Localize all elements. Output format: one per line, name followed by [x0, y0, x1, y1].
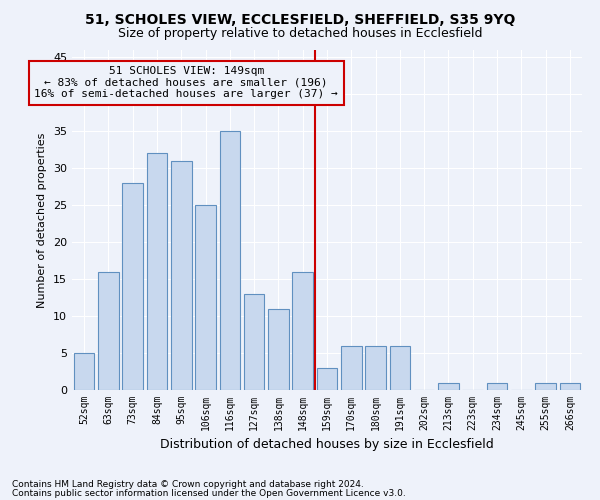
Bar	[74, 353, 94, 390]
Bar	[220, 132, 240, 390]
Text: Contains public sector information licensed under the Open Government Licence v3: Contains public sector information licen…	[12, 489, 406, 498]
Bar	[98, 272, 119, 390]
Y-axis label: Number of detached properties: Number of detached properties	[37, 132, 47, 308]
Bar	[292, 272, 313, 390]
Bar	[560, 382, 580, 390]
Text: 51, SCHOLES VIEW, ECCLESFIELD, SHEFFIELD, S35 9YQ: 51, SCHOLES VIEW, ECCLESFIELD, SHEFFIELD…	[85, 12, 515, 26]
Bar	[268, 308, 289, 390]
Bar	[438, 382, 459, 390]
Bar	[487, 382, 508, 390]
Bar	[171, 161, 191, 390]
Bar	[244, 294, 265, 390]
Bar	[122, 183, 143, 390]
Text: Size of property relative to detached houses in Ecclesfield: Size of property relative to detached ho…	[118, 28, 482, 40]
Bar	[365, 346, 386, 390]
Bar	[146, 154, 167, 390]
Text: 51 SCHOLES VIEW: 149sqm
← 83% of detached houses are smaller (196)
16% of semi-d: 51 SCHOLES VIEW: 149sqm ← 83% of detache…	[34, 66, 338, 100]
Bar	[535, 382, 556, 390]
Bar	[341, 346, 362, 390]
X-axis label: Distribution of detached houses by size in Ecclesfield: Distribution of detached houses by size …	[160, 438, 494, 452]
Text: Contains HM Land Registry data © Crown copyright and database right 2024.: Contains HM Land Registry data © Crown c…	[12, 480, 364, 489]
Bar	[195, 205, 216, 390]
Bar	[317, 368, 337, 390]
Bar	[389, 346, 410, 390]
